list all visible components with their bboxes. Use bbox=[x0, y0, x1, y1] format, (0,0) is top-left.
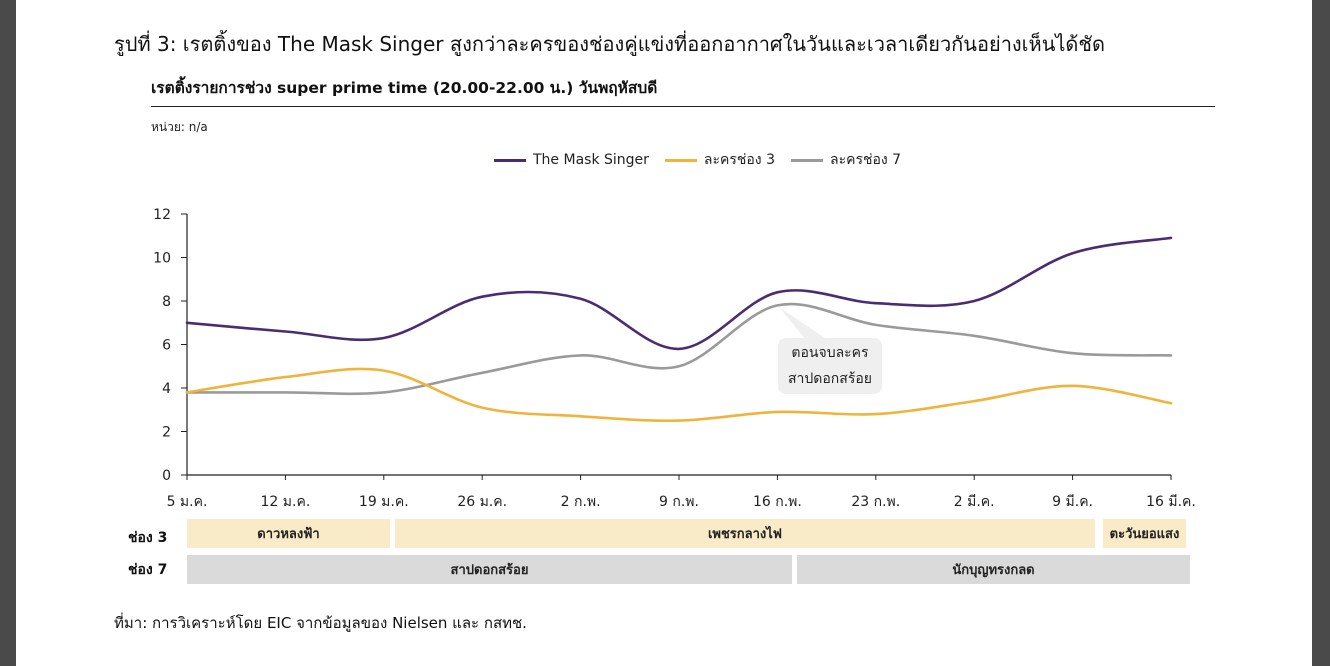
x-tick-label: 16 ก.พ. bbox=[753, 494, 802, 510]
ch3-program-petch-klang-fai: เพชรกลางไฟ bbox=[395, 519, 1095, 548]
x-tick-label: 9 มี.ค. bbox=[1052, 494, 1093, 510]
x-tick-label: 26 ม.ค. bbox=[457, 494, 507, 510]
legend-item-mask-singer: The Mask Singer bbox=[494, 152, 649, 168]
y-tick-label: 0 bbox=[162, 468, 171, 484]
annotation-pointer bbox=[779, 307, 828, 340]
chart-legend: The Mask Singer ละครช่อง 3 ละครช่อง 7 bbox=[494, 150, 901, 170]
x-tick-label: 5 ม.ค. bbox=[167, 494, 208, 510]
schedule-row-label-ch3: ช่อง 3 bbox=[128, 530, 168, 546]
legend-item-ch7: ละครช่อง 7 bbox=[791, 149, 901, 171]
figure-title: รูปที่ 3: เรตติ้งของ The Mask Singer สูง… bbox=[114, 32, 1105, 56]
annotation-callout: ตอนจบละคร สาปดอกสร้อย bbox=[778, 338, 882, 394]
y-tick-label: 12 bbox=[153, 207, 171, 223]
ch7-program-nak-boon-song-klod: นักบุญทรงกลด bbox=[797, 555, 1190, 584]
series-line-mask-singer bbox=[185, 236, 1173, 351]
chart-subtitle: เรตติ้งรายการช่วง super prime time (20.0… bbox=[151, 79, 658, 97]
legend-label-ch3: ละครช่อง 3 bbox=[703, 152, 775, 168]
schedule-row-label-ch7: ช่อง 7 bbox=[128, 562, 168, 578]
title-divider bbox=[151, 106, 1215, 107]
report-page: รูปที่ 3: เรตติ้งของ The Mask Singer สูง… bbox=[16, 0, 1312, 666]
series-line-ch7 bbox=[185, 302, 1173, 396]
x-tick-label: 12 ม.ค. bbox=[261, 494, 311, 510]
ch3-program-tawan-yor-saeng: ตะวันยอแสง bbox=[1103, 519, 1186, 548]
legend-swatch-ch7 bbox=[791, 158, 823, 162]
x-tick-label: 2 มี.ค. bbox=[954, 494, 995, 510]
y-tick-label: 8 bbox=[162, 294, 171, 310]
y-tick-label: 10 bbox=[153, 251, 171, 267]
legend-swatch-mask-singer bbox=[494, 158, 526, 162]
x-tick-label: 19 ม.ค. bbox=[359, 494, 409, 510]
ch7-program-sap-dok-soi: สาปดอกสร้อย bbox=[187, 555, 792, 584]
y-tick-label: 4 bbox=[162, 381, 171, 397]
annotation-line-1: ตอนจบละคร bbox=[791, 345, 869, 361]
ch3-program-dao-long-fa: ดาวหลงฟ้า bbox=[187, 519, 390, 548]
legend-label-mask-singer: The Mask Singer bbox=[533, 152, 649, 168]
unit-label: หน่วย: n/a bbox=[151, 120, 208, 134]
x-tick-label: 23 ก.พ. bbox=[851, 494, 900, 510]
legend-swatch-ch3 bbox=[664, 158, 697, 162]
x-tick-label: 9 ก.พ. bbox=[659, 494, 699, 510]
annotation-line-2: สาปดอกสร้อย bbox=[788, 371, 872, 387]
legend-label-ch7: ละครช่อง 7 bbox=[830, 152, 902, 168]
y-tick-label: 6 bbox=[162, 338, 171, 354]
y-tick-label: 2 bbox=[162, 425, 171, 441]
source-note: ที่มา: การวิเคราะห์โดย EIC จากข้อมูลของ … bbox=[114, 614, 527, 632]
legend-item-ch3: ละครช่อง 3 bbox=[664, 149, 775, 171]
series-line-ch3 bbox=[185, 367, 1173, 423]
line-chart: 0 2 4 6 8 10 12 5 ม.ค. 12 ม.ค. 19 ม.ค. 26 ม.ค. 2 ก.… bbox=[153, 207, 1196, 510]
x-tick-label: 2 ก.พ. bbox=[561, 494, 601, 510]
x-tick-label: 16 มี.ค. bbox=[1146, 494, 1196, 510]
